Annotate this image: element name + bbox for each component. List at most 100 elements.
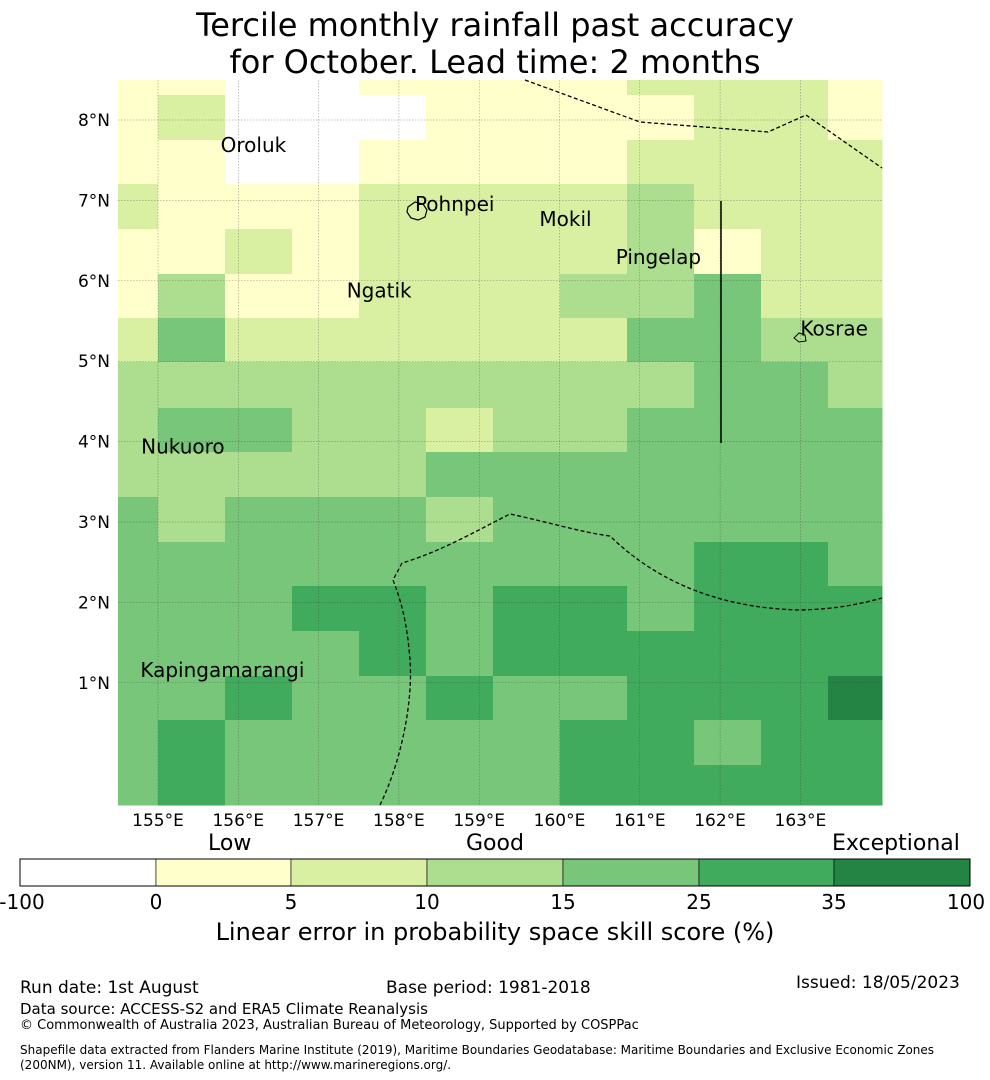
skill-cell xyxy=(627,765,695,806)
skill-cell xyxy=(225,676,293,721)
skill-cell xyxy=(560,274,628,319)
skill-cell xyxy=(225,80,293,96)
skill-cell xyxy=(359,95,427,141)
skill-cell xyxy=(292,452,360,498)
skill-cell xyxy=(158,95,226,141)
skill-cell xyxy=(493,80,561,96)
skill-cell xyxy=(560,408,628,453)
skill-cell xyxy=(158,542,226,587)
skill-cell xyxy=(118,586,159,632)
skill-cell xyxy=(694,452,762,498)
skill-cell xyxy=(694,362,762,409)
lon-tick-label: 161°E xyxy=(614,811,666,830)
skill-cell xyxy=(292,631,360,677)
skill-cell xyxy=(158,497,226,543)
skill-cell xyxy=(493,274,561,319)
skill-cell xyxy=(118,274,159,319)
skill-cell xyxy=(158,362,226,409)
lon-tick-label: 160°E xyxy=(534,811,586,830)
skill-cell xyxy=(493,497,561,543)
skill-cell xyxy=(828,631,883,677)
skill-cell xyxy=(560,765,628,806)
map-title: Tercile monthly rainfall past accuracy f… xyxy=(0,7,990,81)
skill-cell xyxy=(359,452,427,498)
skill-cell xyxy=(560,229,628,275)
skill-cell xyxy=(292,408,360,453)
place-label: Kosrae xyxy=(800,316,868,340)
skill-cell xyxy=(426,542,494,587)
skill-cell xyxy=(225,408,293,453)
skill-cell xyxy=(627,274,695,319)
skill-cell xyxy=(359,497,427,543)
skill-cell xyxy=(694,631,762,677)
colorbar-swatch xyxy=(698,858,835,887)
data-source: Data source: ACCESS-S2 and ERA5 Climate … xyxy=(20,1000,428,1018)
skill-cell xyxy=(694,408,762,453)
skill-cell xyxy=(761,542,829,587)
colorbar-tick-label: 25 xyxy=(686,890,712,914)
skill-cell xyxy=(292,497,360,543)
skill-cell xyxy=(493,586,561,632)
colorbar-tick-label: 5 xyxy=(284,890,298,914)
skill-cell xyxy=(828,408,883,453)
skill-cell xyxy=(560,631,628,677)
skill-cell xyxy=(426,408,494,453)
place-label: Pohnpei xyxy=(415,192,495,216)
skill-cell xyxy=(828,95,883,141)
skill-cell xyxy=(627,497,695,543)
skill-cell xyxy=(292,542,360,587)
skill-cell xyxy=(828,452,883,498)
skill-cell xyxy=(761,274,829,319)
skill-cell xyxy=(118,720,159,766)
skill-cell xyxy=(694,140,762,185)
skill-cell xyxy=(627,184,695,230)
skill-cell xyxy=(426,720,494,766)
skill-cell xyxy=(359,408,427,453)
skill-cell xyxy=(493,631,561,677)
skill-cell xyxy=(225,229,293,275)
colorbar-swatch xyxy=(19,858,157,887)
place-label: Pingelap xyxy=(616,245,701,269)
skill-cell xyxy=(493,184,561,230)
skill-cell xyxy=(292,765,360,806)
skill-cell xyxy=(828,362,883,409)
colorbar-swatch xyxy=(290,858,428,887)
skill-cell xyxy=(292,586,360,632)
lat-tick-label: 1°N xyxy=(78,674,110,694)
place-label: Oroluk xyxy=(221,133,287,157)
skill-cell xyxy=(828,229,883,275)
skill-cell xyxy=(761,140,829,185)
skill-cell xyxy=(118,452,159,498)
skill-cell xyxy=(560,542,628,587)
title-line-1: Tercile monthly rainfall past accuracy xyxy=(196,6,794,44)
skill-cell xyxy=(359,765,427,806)
skill-cell xyxy=(627,586,695,632)
skill-cell xyxy=(359,631,427,677)
skill-cell xyxy=(426,452,494,498)
skill-cell xyxy=(694,586,762,632)
skill-cell xyxy=(694,676,762,721)
lat-tick-label: 8°N xyxy=(78,111,110,131)
skill-cell xyxy=(627,631,695,677)
skill-cell xyxy=(225,318,293,363)
colorbar-tick-label: 10 xyxy=(414,890,440,914)
skill-cell xyxy=(426,362,494,409)
skill-cell xyxy=(292,362,360,409)
skill-cell xyxy=(426,676,494,721)
copyright: © Commonwealth of Australia 2023, Austra… xyxy=(20,1018,639,1033)
skill-cell xyxy=(761,184,829,230)
island-outlines xyxy=(406,201,807,343)
base-period: Base period: 1981-2018 xyxy=(386,978,591,998)
skill-cell xyxy=(225,586,293,632)
skill-cell xyxy=(158,676,226,721)
skill-cell xyxy=(225,274,293,319)
skill-cell xyxy=(694,720,762,766)
lon-tick-label: 157°E xyxy=(293,811,345,830)
skill-cell xyxy=(359,362,427,409)
skill-cell xyxy=(359,676,427,721)
skill-cell xyxy=(761,631,829,677)
skill-cell xyxy=(493,720,561,766)
skill-cell xyxy=(292,720,360,766)
skill-cell xyxy=(225,720,293,766)
skill-map: Oroluk Pohnpei Mokil Pingelap Ngatik Kosrae Nu… xyxy=(78,79,883,830)
